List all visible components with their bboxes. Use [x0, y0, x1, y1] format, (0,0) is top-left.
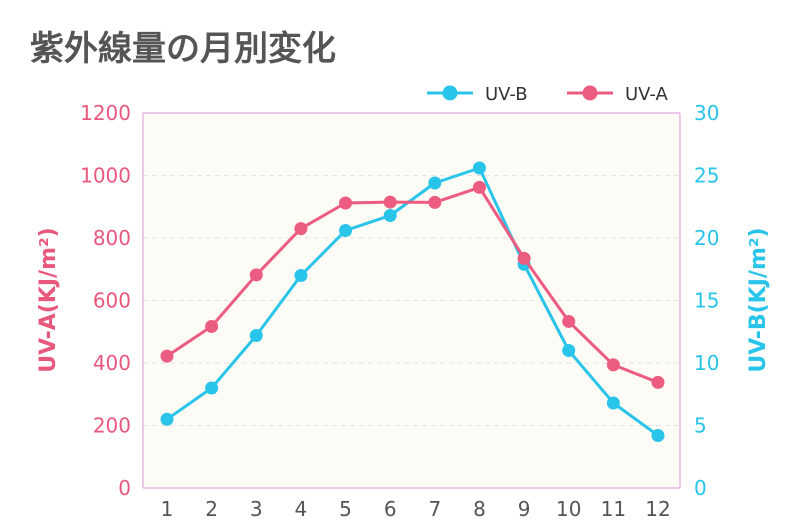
data-point-uva — [383, 195, 397, 209]
y-left-tick-label: 400 — [93, 351, 131, 375]
data-point-uva — [428, 195, 442, 209]
y-left-tick-label: 1200 — [80, 101, 131, 125]
y-right-tick-label: 10 — [694, 351, 719, 375]
y-right-tick-label: 15 — [694, 289, 719, 313]
axes — [142, 113, 681, 488]
y-left-tick-labels: 0 200 400 600 800 1000 1200 — [80, 101, 131, 500]
y-right-tick-label: 20 — [694, 226, 719, 250]
legend-item-uvb: UV-B — [427, 84, 528, 105]
y-left-tick-label: 1000 — [80, 164, 131, 188]
x-tick-label: 8 — [473, 497, 486, 521]
data-point-uvb — [428, 176, 442, 190]
x-tick-label: 12 — [645, 497, 670, 521]
series-line-uva — [166, 185, 659, 384]
data-point-uva — [249, 268, 263, 282]
y-right-tick-labels: 0 5 10 15 20 25 30 — [694, 101, 719, 500]
x-tick-label: 1 — [161, 497, 174, 521]
y-left-tick-label: 200 — [93, 414, 131, 438]
data-point-uva — [472, 180, 486, 194]
x-tick-label: 11 — [601, 497, 626, 521]
y-left-axis-title: UV-A(KJ/m²) — [36, 227, 61, 372]
x-tick-label: 9 — [518, 497, 531, 521]
data-point-uva — [562, 314, 576, 328]
data-point-uva — [339, 196, 353, 210]
data-point-uva — [651, 375, 665, 389]
chart-title: 紫外線量の月別変化 — [30, 29, 336, 69]
legend-uvb-marker — [442, 85, 458, 101]
x-tick-labels: 1 2 3 4 5 6 7 8 9 10 11 12 — [161, 497, 671, 521]
x-tick-label: 3 — [250, 497, 263, 521]
y-right-tick-label: 25 — [694, 164, 719, 188]
x-tick-label: 10 — [556, 497, 581, 521]
data-point-uvb — [249, 329, 263, 342]
series-line-uvb — [166, 166, 659, 437]
x-tick-label: 2 — [205, 497, 218, 521]
y-left-tick-label: 0 — [118, 476, 131, 500]
x-tick-label: 7 — [428, 497, 441, 521]
legend-item-uva: UV-A — [567, 84, 669, 105]
data-point-uvb — [383, 209, 397, 222]
data-point-uvb — [472, 161, 486, 175]
legend-uva-marker — [582, 85, 598, 101]
y-right-tick-label: 0 — [694, 476, 707, 500]
data-point-uvb — [205, 381, 219, 395]
series-layer — [160, 161, 665, 442]
y-right-axis-title: UV-B(KJ/m²) — [746, 227, 771, 372]
x-tick-label: 6 — [384, 497, 397, 521]
y-left-tick-label: 800 — [93, 226, 131, 250]
legend-uva-label: UV-A — [625, 84, 669, 105]
y-right-tick-label: 30 — [694, 101, 719, 125]
x-tick-label: 4 — [295, 497, 308, 521]
data-point-uva — [205, 319, 219, 333]
data-point-uva — [606, 358, 620, 372]
data-point-uva — [160, 349, 174, 363]
plot-area-background — [143, 113, 680, 488]
legend-uvb-label: UV-B — [485, 84, 528, 105]
grid-lines — [143, 112, 680, 489]
y-left-tick-label: 600 — [93, 289, 131, 313]
legend: UV-B UV-A — [427, 84, 669, 105]
data-point-uvb — [294, 269, 308, 282]
data-point-uva — [294, 222, 308, 236]
data-point-uva — [517, 251, 531, 265]
data-point-uvb — [160, 412, 174, 426]
x-tick-label: 5 — [339, 497, 352, 521]
data-point-uvb — [339, 224, 353, 237]
data-point-uvb — [562, 344, 576, 357]
y-right-tick-label: 5 — [694, 414, 707, 438]
data-point-uvb — [651, 429, 665, 442]
data-point-uvb — [606, 396, 620, 410]
